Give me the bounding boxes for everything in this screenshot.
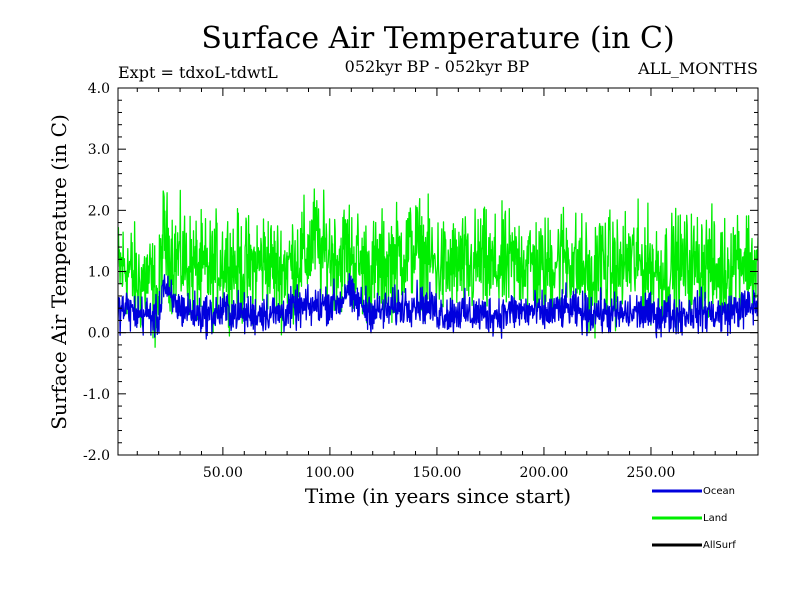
x-tick-label: 200.00: [519, 465, 568, 481]
x-tick-label: 250.00: [626, 465, 675, 481]
x-tick-label: 150.00: [412, 465, 461, 481]
series-line-ocean: [118, 272, 758, 340]
x-tick-label: 100.00: [305, 465, 354, 481]
period-label: 052kyr BP - 052kyr BP: [345, 57, 530, 76]
months-label: ALL_MONTHS: [637, 59, 758, 78]
legend-label-ocean: Ocean: [703, 486, 735, 497]
legend: Ocean Land AllSurf: [652, 486, 736, 551]
axes: -2.0 -1.0 0.0 1.0 2.0 3.0 4.0 50.00 100.00 150.00…: [83, 81, 759, 481]
y-tick-label: 4.0: [88, 81, 110, 97]
y-axis-label: Surface Air Temperature (in C): [47, 114, 71, 430]
experiment-label: Expt = tdxoL-tdwtL: [118, 63, 278, 82]
x-axis-label: Time (in years since start): [305, 484, 571, 508]
y-tick-label: -1.0: [83, 387, 110, 403]
plot-area: [118, 188, 758, 348]
chart-title: Surface Air Temperature (in C): [201, 21, 674, 56]
y-tick-label: 0.0: [88, 326, 110, 342]
y-tick-label: -2.0: [83, 448, 110, 464]
series-line-land: [118, 188, 758, 348]
y-tick-label: 2.0: [88, 203, 110, 219]
y-tick-label: 1.0: [88, 265, 110, 281]
legend-label-land: Land: [703, 513, 727, 524]
x-tick-label: 50.00: [203, 465, 243, 481]
legend-label-allsurf: AllSurf: [703, 540, 736, 551]
y-tick-label: 3.0: [88, 142, 110, 158]
